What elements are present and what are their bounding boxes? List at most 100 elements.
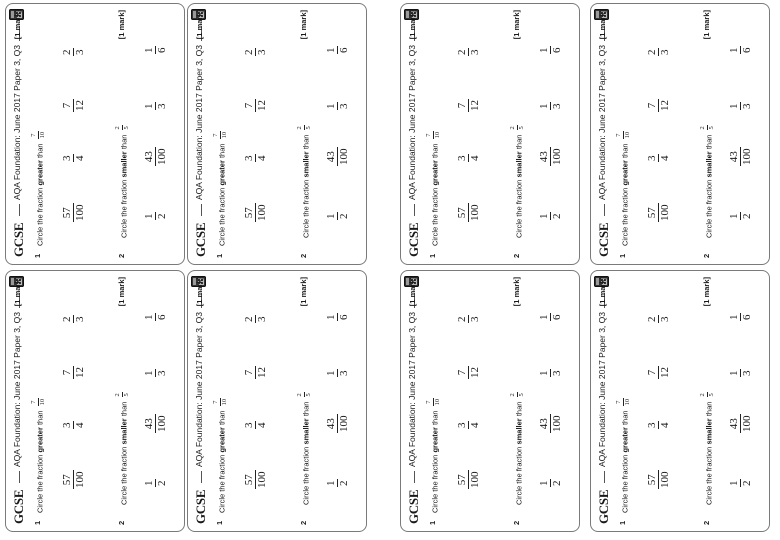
fraction-numerator: 2 [456, 49, 468, 56]
fraction-denominator: 12 [73, 366, 86, 379]
question-1-option-1[interactable]: 57 100 [456, 203, 481, 222]
question-2-text-post: than [704, 134, 714, 152]
question-2-option-3[interactable]: 1 3 [325, 102, 350, 110]
question-2-option-4[interactable]: 1 6 [325, 46, 350, 54]
fraction-denominator: 4 [468, 421, 481, 429]
question-2-option-3[interactable]: 1 3 [325, 369, 350, 377]
question-1-text-post: than [620, 143, 630, 161]
question-1-number: 1 [428, 253, 437, 258]
paper-reference: AQA Foundation: June 2017 Paper 3, Q3 [407, 308, 417, 471]
question-1-text: Circle the fraction greater than 7 10 [615, 130, 633, 246]
fraction-denominator: 12 [658, 99, 671, 112]
question-1-text-pre: Circle the fraction [217, 452, 227, 513]
question-2-option-4[interactable]: 1 6 [143, 313, 168, 321]
question-2-option-1[interactable]: 1 2 [325, 212, 350, 220]
fraction-denominator: 3 [550, 369, 563, 377]
question-2-option-1[interactable]: 1 2 [728, 479, 753, 487]
question-1-option-1[interactable]: 57 100 [456, 470, 481, 489]
question-1-option-3[interactable]: 7 12 [243, 366, 268, 379]
question-1-number: 1 [215, 253, 224, 258]
question-2-option-3[interactable]: 1 3 [538, 369, 563, 377]
question-2-option-4[interactable]: 1 6 [728, 313, 753, 321]
question-1-option-1[interactable]: 57 100 [646, 470, 671, 489]
question-2-option-2[interactable]: 43 100 [538, 414, 563, 433]
question-1-option-2[interactable]: 3 4 [456, 154, 481, 162]
question-1-keyword: greater [217, 427, 227, 453]
question-2-number: 2 [512, 520, 521, 525]
question-2-option-3[interactable]: 1 3 [728, 102, 753, 110]
question-2-option-4[interactable]: 1 6 [538, 46, 563, 54]
question-2-option-3[interactable]: 1 3 [728, 369, 753, 377]
question-1-option-3[interactable]: 7 12 [61, 99, 86, 112]
question-2-option-2[interactable]: 43 100 [325, 147, 350, 166]
question-1-option-2[interactable]: 3 4 [646, 421, 671, 429]
question-1-option-1[interactable]: 57 100 [61, 470, 86, 489]
question-1-option-4[interactable]: 2 3 [243, 48, 268, 56]
question-1-option-1[interactable]: 57 100 [61, 203, 86, 222]
card-slot-3: GCSE AQA Foundation: June 2017 Paper 3, … [400, 3, 580, 265]
question-2-keyword: smaller [119, 151, 129, 178]
question-2-option-4[interactable]: 1 6 [728, 46, 753, 54]
question-2-option-2[interactable]: 43 100 [143, 414, 168, 433]
question-1-option-3[interactable]: 7 12 [243, 99, 268, 112]
question-2-option-1[interactable]: 1 2 [143, 212, 168, 220]
question-1-option-4[interactable]: 2 3 [646, 48, 671, 56]
question-2-option-4[interactable]: 1 6 [143, 46, 168, 54]
question-1-option-1[interactable]: 57 100 [243, 203, 268, 222]
question-2-option-2[interactable]: 43 100 [728, 147, 753, 166]
question-2-keyword: smaller [301, 418, 311, 445]
fraction-numerator: 1 [143, 480, 155, 487]
question-2-option-4[interactable]: 1 6 [325, 313, 350, 321]
fraction-numerator: 1 [325, 370, 337, 377]
question-1-option-4[interactable]: 2 3 [61, 315, 86, 323]
fraction-denominator: 3 [255, 315, 268, 323]
paper-reference: AQA Foundation: June 2017 Paper 3, Q3 [407, 41, 417, 204]
question-1-option-2[interactable]: 3 4 [456, 421, 481, 429]
question-1-option-4[interactable]: 2 3 [61, 48, 86, 56]
question-1-text-pre: Circle the fraction [430, 452, 440, 513]
question-2-option-2[interactable]: 43 100 [325, 414, 350, 433]
question-1-option-3[interactable]: 7 12 [456, 366, 481, 379]
question-1-target-fraction: 7 10 [615, 130, 631, 140]
question-1-option-2[interactable]: 3 4 [243, 421, 268, 429]
question-1-target-fraction: 7 10 [425, 397, 441, 407]
question-2-target-fraction: 2 5 [509, 392, 525, 398]
question-1-option-3[interactable]: 7 12 [456, 99, 481, 112]
question-2-text: Circle the fraction smaller than 2 5 [509, 125, 527, 238]
question-2-option-1[interactable]: 1 2 [538, 212, 563, 220]
fraction-denominator: 2 [550, 479, 563, 487]
fraction-numerator: 1 [143, 370, 155, 377]
question-2-option-1[interactable]: 1 2 [538, 479, 563, 487]
question-2-option-3[interactable]: 1 3 [538, 102, 563, 110]
question-1-option-4[interactable]: 2 3 [456, 315, 481, 323]
question-2-option-2[interactable]: 43 100 [728, 414, 753, 433]
question-2-option-2[interactable]: 43 100 [538, 147, 563, 166]
question-1-option-4[interactable]: 2 3 [646, 315, 671, 323]
question-2-option-1[interactable]: 1 2 [728, 212, 753, 220]
question-1-option-3[interactable]: 7 12 [646, 99, 671, 112]
fraction-numerator: 43 [538, 151, 550, 163]
fraction-numerator: 1 [538, 213, 550, 220]
question-1-option-4[interactable]: 2 3 [243, 315, 268, 323]
question-1-option-2[interactable]: 3 4 [243, 154, 268, 162]
fraction-denominator: 3 [73, 315, 86, 323]
question-2-option-3[interactable]: 1 3 [143, 369, 168, 377]
card-slot-1: GCSE AQA Foundation: June 2017 Paper 3, … [5, 3, 185, 265]
question-1-option-4[interactable]: 2 3 [456, 48, 481, 56]
question-1-option-2[interactable]: 3 4 [61, 154, 86, 162]
fraction-numerator: 7 [456, 102, 468, 109]
fraction-denominator: 6 [155, 313, 168, 321]
question-1-text-post: than [35, 143, 45, 161]
question-1-option-2[interactable]: 3 4 [61, 421, 86, 429]
question-2-option-2[interactable]: 43 100 [143, 147, 168, 166]
fraction-denominator: 6 [550, 46, 563, 54]
question-2-option-3[interactable]: 1 3 [143, 102, 168, 110]
question-2-option-4[interactable]: 1 6 [538, 313, 563, 321]
question-1-option-1[interactable]: 57 100 [243, 470, 268, 489]
question-1-option-2[interactable]: 3 4 [646, 154, 671, 162]
question-2-option-1[interactable]: 1 2 [325, 479, 350, 487]
question-1-option-3[interactable]: 7 12 [61, 366, 86, 379]
question-2-option-1[interactable]: 1 2 [143, 479, 168, 487]
question-1-option-3[interactable]: 7 12 [646, 366, 671, 379]
question-1-option-1[interactable]: 57 100 [646, 203, 671, 222]
